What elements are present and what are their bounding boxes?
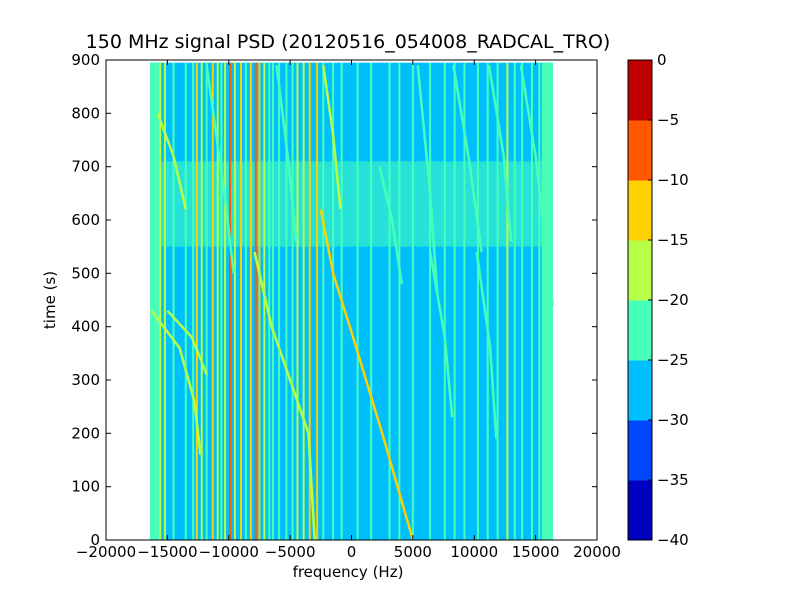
- x-tick-label: −20000: [76, 543, 136, 561]
- x-tick-label: 10000: [450, 543, 498, 561]
- y-tick-label: 900: [71, 51, 100, 69]
- x-tick-label: 5000: [394, 543, 432, 561]
- drifting-track: [428, 251, 454, 418]
- x-tick-label: −10000: [199, 543, 259, 561]
- heatmap-edge-band: [150, 62, 162, 540]
- colorbar-tick-label: −15: [657, 231, 689, 249]
- x-tick-label: −15000: [137, 543, 197, 561]
- colorbar-tick-label: −5: [657, 111, 679, 129]
- x-axis-label: frequency (Hz): [293, 563, 404, 581]
- x-tick-label: 20000: [573, 543, 621, 561]
- x-axis: −20000 −15000 −10000 −5000 0 5000 10000 15000 20…: [76, 60, 621, 561]
- heatmap-noisy-band: [150, 161, 553, 247]
- drifting-track: [319, 209, 415, 540]
- colorbar-segment: [628, 420, 652, 481]
- colorbar-segment: [628, 180, 652, 241]
- y-tick-label: 400: [71, 318, 100, 336]
- y-axis: 0 100 200 300 400 500 600 700 800 900: [71, 51, 597, 549]
- colorbar-tick-label: −20: [657, 291, 689, 309]
- y-tick-label: 200: [71, 424, 100, 442]
- colorbar-tick-label: −10: [657, 171, 689, 189]
- drifting-track: [487, 65, 513, 242]
- drifting-track: [150, 309, 202, 455]
- drifting-track: [378, 166, 404, 285]
- colorbar-segment: [628, 60, 652, 121]
- chart-title: 150 MHz signal PSD (20120516_054008_RADC…: [86, 31, 611, 53]
- x-tick-label: 15000: [512, 543, 560, 561]
- drifting-track: [452, 65, 483, 253]
- x-tick-label: 0: [347, 543, 357, 561]
- drifting-track: [205, 65, 235, 274]
- drifting-track: [275, 65, 298, 242]
- drifting-track: [519, 65, 555, 306]
- drifting-track: [253, 251, 316, 540]
- colorbar-segment: [628, 480, 652, 541]
- colorbar: −40 −35 −30 −25 −20 −15 −10 −5 0: [627, 51, 689, 549]
- colorbar-segment: [628, 300, 652, 361]
- y-tick-label: 500: [71, 264, 100, 282]
- drifting-track: [322, 65, 342, 210]
- y-tick-label: 800: [71, 104, 100, 122]
- heatmap-background: [150, 62, 553, 540]
- colorbar-segment: [628, 120, 652, 181]
- x-tick-label: −5000: [265, 543, 316, 561]
- drifting-track: [156, 112, 188, 210]
- drifting-track: [166, 309, 208, 376]
- drifting-track: [416, 65, 439, 295]
- spectrogram-heatmap: [150, 62, 555, 540]
- colorbar-tick-label: 0: [657, 51, 667, 69]
- colorbar-tick-label: −25: [657, 351, 689, 369]
- y-tick-label: 300: [71, 371, 100, 389]
- colorbar-tick-label: −35: [657, 471, 689, 489]
- y-axis-label: time (s): [41, 271, 59, 329]
- y-tick-label: 600: [71, 211, 100, 229]
- y-tick-label: 700: [71, 158, 100, 176]
- colorbar-tick-label: −30: [657, 411, 689, 429]
- heatmap-edge-band: [541, 62, 553, 540]
- colorbar-tick-label: −40: [657, 531, 689, 549]
- y-tick-label: 100: [71, 478, 100, 496]
- colorbar-segment: [628, 360, 652, 421]
- drifting-track: [475, 251, 498, 439]
- colorbar-segment: [628, 240, 652, 301]
- y-tick-label: 0: [90, 531, 100, 549]
